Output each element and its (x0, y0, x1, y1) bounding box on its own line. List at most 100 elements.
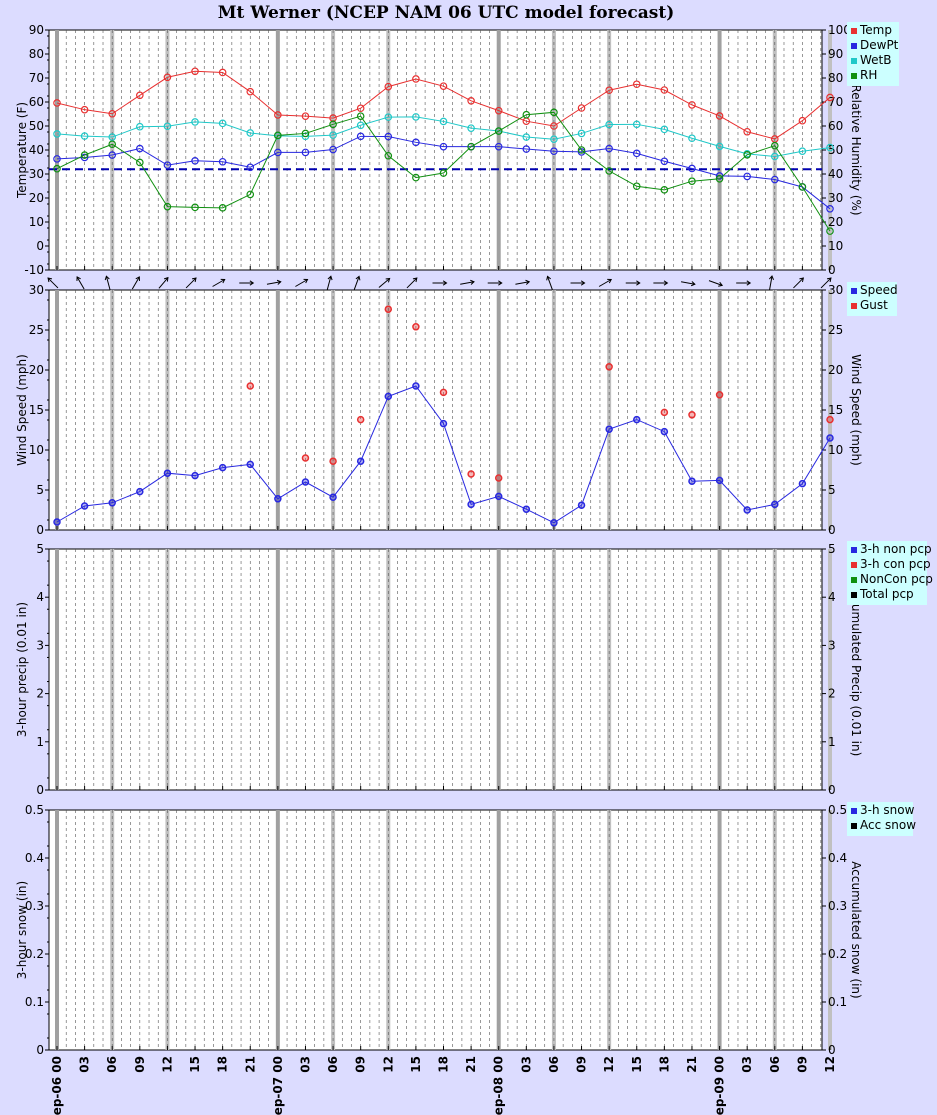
y-tick-label: 0.4 (25, 851, 44, 865)
point-rh (522, 110, 531, 119)
y2-tick-label: 4 (828, 590, 836, 604)
point-rh (715, 175, 724, 183)
y-tick-label: 25 (29, 323, 44, 337)
point-temp (715, 112, 724, 120)
arrow-shaft (326, 276, 332, 290)
point-rh (577, 146, 586, 154)
x-tick-label: 18 (216, 1056, 230, 1073)
legend-swatch (851, 288, 857, 294)
arrow-shaft (406, 277, 418, 289)
y-tick-label: 1 (36, 735, 44, 749)
wind-direction-arrow (820, 277, 832, 289)
point-dewpt (439, 142, 448, 151)
point-rh (550, 108, 558, 117)
point-rh (798, 183, 807, 191)
point-temp (798, 116, 807, 125)
point-temp (246, 87, 255, 96)
arrow-head (47, 277, 53, 283)
point-wetb (577, 129, 586, 138)
point-rh (467, 142, 475, 151)
legend-label: 3-h non pcp (860, 542, 932, 556)
legend-swatch (851, 73, 857, 79)
y2-tick-label: 90 (828, 47, 843, 61)
wind-direction-arrow (515, 279, 531, 285)
y-axis-label: Wind Speed (mph) (15, 354, 29, 466)
wind-direction-arrow (353, 275, 361, 290)
point-wetb (439, 117, 448, 126)
point-temp (605, 86, 613, 95)
plot-area (48, 548, 823, 791)
wind-direction-arrow (680, 281, 696, 287)
y-tick-label: 0.2 (25, 947, 44, 961)
arrow-head (76, 276, 81, 281)
x-tick-label: 12 (160, 1056, 174, 1073)
point-rh (274, 131, 282, 140)
y2-tick-label: 40 (828, 167, 843, 181)
point-temp (80, 105, 89, 114)
arrow-head (607, 278, 613, 284)
wind-direction-arrow (158, 276, 169, 289)
y2-axis-label: Accumulated snow (in) (849, 861, 863, 998)
arrow-shaft (105, 276, 111, 290)
y-tick-label: 20 (29, 363, 44, 377)
point-wetb (660, 125, 669, 134)
point-speed (798, 479, 807, 488)
wind-direction-arrow (212, 278, 226, 287)
point-rh (770, 141, 779, 150)
y-tick-label: 50 (29, 119, 44, 133)
point-wetb (53, 130, 61, 138)
point-wetb (136, 122, 144, 131)
arrow-head (580, 280, 586, 286)
point-temp (191, 67, 199, 76)
y-tick-label: 10 (29, 215, 44, 229)
x-tick-label: 06 (547, 1056, 561, 1073)
y2-tick-label: 70 (828, 95, 843, 109)
legend-swatch (851, 303, 857, 309)
y-tick-label: -10 (24, 263, 44, 277)
y-tick-label: 20 (29, 191, 44, 205)
y-tick-label: 30 (29, 167, 44, 181)
legend-label: WetB (860, 53, 891, 67)
series-line-temp (56, 70, 831, 140)
x-tick-label: 18 (437, 1056, 451, 1073)
point-speed (218, 463, 227, 472)
x-tick-label: 12 (823, 1056, 837, 1073)
point-speed (274, 495, 282, 503)
y-tick-label: 0 (36, 1043, 44, 1057)
point-dewpt (274, 148, 282, 157)
point-speed (577, 501, 586, 509)
arrow-shaft (598, 279, 612, 287)
y-tick-label: 3 (36, 638, 44, 652)
x-tick-label: 03 (740, 1056, 754, 1073)
arrow-shaft (295, 279, 308, 287)
point-rh (384, 151, 393, 160)
arrow-head (470, 279, 475, 285)
point-wetb (522, 133, 531, 141)
point-temp (632, 80, 641, 89)
point-temp (356, 104, 365, 113)
wind-direction-arrow (460, 279, 475, 285)
point-temp (494, 106, 503, 115)
point-speed (550, 519, 558, 527)
legend-swatch (851, 577, 857, 583)
x-tick-label: 15 (630, 1056, 644, 1073)
arrow-shaft (769, 276, 773, 290)
y2-tick-label: 30 (828, 191, 843, 205)
point-dewpt (550, 147, 558, 156)
point-dewpt (53, 155, 61, 163)
legend-label: RH (860, 68, 877, 82)
plot-area (48, 29, 823, 271)
arrow-head (327, 275, 333, 281)
point-dewpt (743, 172, 751, 181)
point-wetb (688, 134, 696, 143)
point-dewpt (218, 157, 227, 166)
arrow-head (746, 280, 752, 286)
point-gust (715, 391, 724, 399)
wind-direction-arrow (185, 277, 197, 289)
x-tick-label: 12 (381, 1056, 395, 1073)
y2-tick-label: 0.2 (828, 947, 847, 961)
point-wetb (329, 131, 337, 139)
legend-label: 3-h snow (860, 803, 915, 817)
point-wetb (246, 129, 255, 137)
wind-direction-arrow (239, 280, 255, 286)
